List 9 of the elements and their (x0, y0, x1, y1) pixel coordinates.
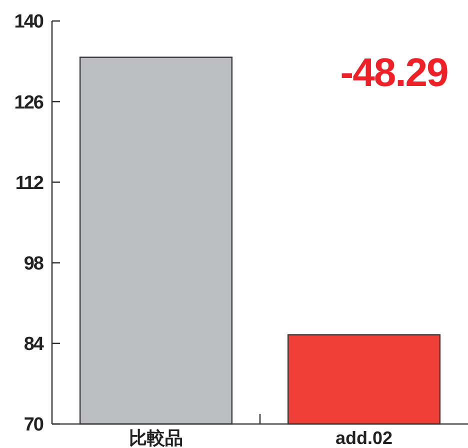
y-tick-label: 112 (15, 172, 44, 194)
y-tick-label: 98 (24, 253, 44, 274)
annotation: -48.29 (340, 51, 448, 95)
y-tick-label: 70 (24, 414, 44, 436)
y-tick-label: 126 (14, 92, 44, 114)
x-tick-label: 比較品 (129, 428, 183, 448)
y-tick-label: 140 (14, 12, 44, 33)
y-tick-label: 84 (24, 334, 44, 356)
x-tick-label: add.02 (335, 428, 393, 448)
